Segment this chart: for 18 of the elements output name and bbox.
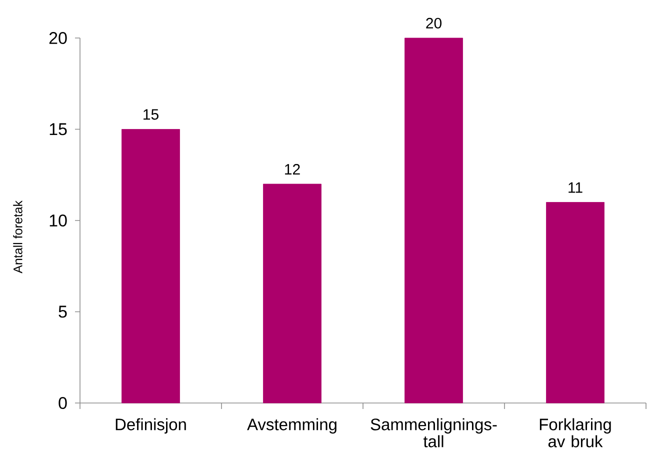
data-label: 11: [568, 182, 582, 193]
y-tick-label: 10: [50, 214, 67, 227]
y-tick-label: 0: [58, 396, 67, 410]
bar: [263, 184, 322, 404]
y-tick-label: 5: [58, 306, 67, 318]
data-label: 20: [426, 18, 442, 28]
bar: [546, 202, 604, 404]
bar: [404, 38, 463, 404]
x-tick-label: Sammenlignings-tall: [370, 418, 497, 448]
bar: [122, 129, 180, 404]
x-tick-label: Forklaring av bruk: [540, 418, 611, 448]
y-axis-title: Antall foretak: [13, 200, 22, 274]
y-tick-label: 20: [49, 32, 67, 44]
data-label: 15: [144, 109, 158, 120]
data-label: 12: [285, 164, 300, 174]
y-tick-label: 15: [50, 123, 67, 136]
x-tick-label: Definisjon: [116, 418, 186, 434]
x-tick-label: Avstemming: [247, 418, 336, 434]
